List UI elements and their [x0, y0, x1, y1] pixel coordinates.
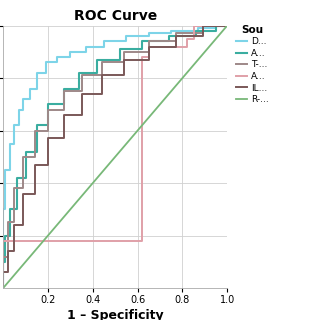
X-axis label: 1 – Specificity: 1 – Specificity [67, 309, 164, 320]
Title: ROC Curve: ROC Curve [74, 9, 157, 23]
Legend: D..., A..., T-..., A..., IL..., R-...: D..., A..., T-..., A..., IL..., R-... [236, 25, 268, 104]
